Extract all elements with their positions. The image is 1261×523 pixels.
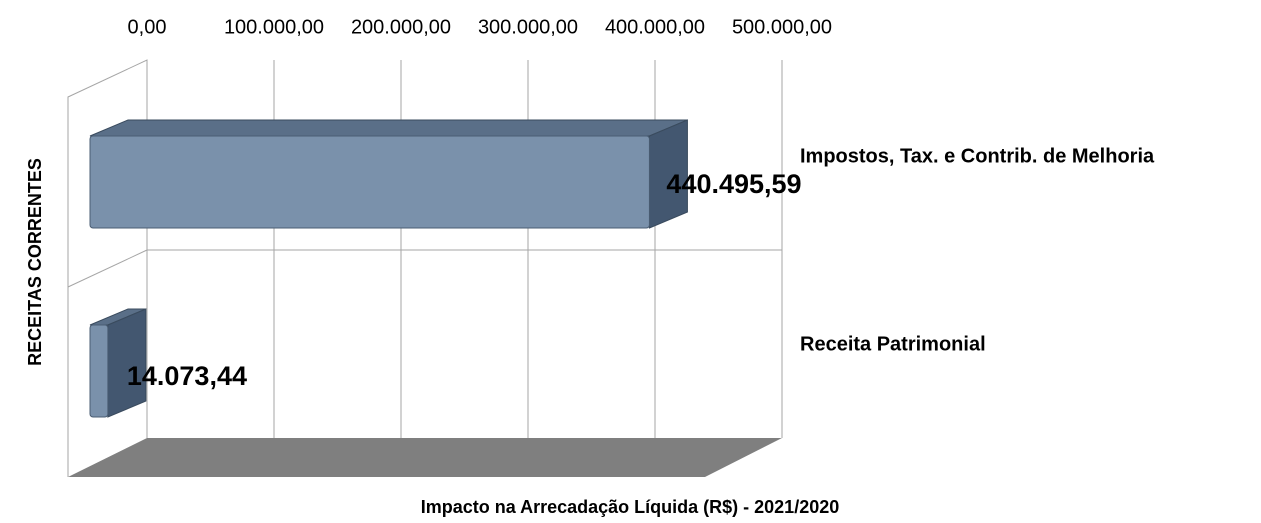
x-tick-label: 400.000,00 <box>605 16 705 38</box>
x-tick-label: 100.000,00 <box>224 16 324 38</box>
x-tick-label: 500.000,00 <box>732 16 832 38</box>
x-axis-label: Impacto na Arrecadação Líquida (R$) - 20… <box>421 497 840 517</box>
x-tick-label: 0,00 <box>128 16 167 38</box>
y-axis-label: RECEITAS CORRENTES <box>25 158 45 366</box>
value-label: 14.073,44 <box>127 361 247 391</box>
floor <box>68 438 782 477</box>
value-label: 440.495,59 <box>666 169 801 199</box>
category-divider <box>67 249 148 288</box>
category-label: Receita Patrimonial <box>800 333 986 355</box>
x-tick-label: 200.000,00 <box>351 16 451 38</box>
bar-top <box>89 119 688 137</box>
x-tick-label: 300.000,00 <box>478 16 578 38</box>
bar <box>89 135 650 229</box>
category-label: Impostos, Tax. e Contrib. de Melhoria <box>800 145 1155 167</box>
bar <box>89 324 109 418</box>
